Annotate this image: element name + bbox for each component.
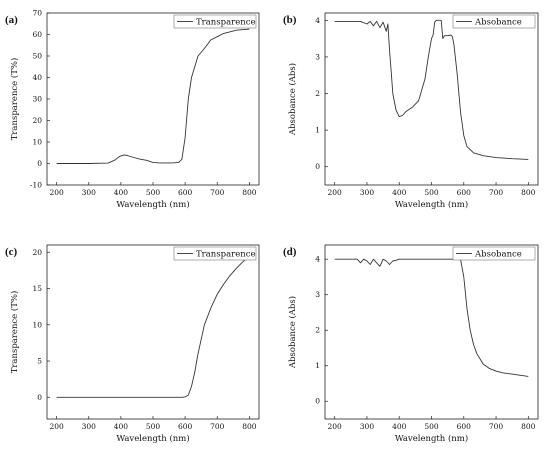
x-tick-label: 700 [210, 188, 225, 197]
x-tick-label: 200 [328, 422, 343, 431]
y-tick-label: 0 [37, 159, 42, 168]
legend-label: Absobance [474, 18, 522, 28]
legend: Transparence [173, 14, 257, 29]
chart-panel-a: (a) 200 300 400 500 600 700 800 -10 0 10 20 30 40 50 60… [5, 9, 260, 210]
panel-label: (c) [5, 246, 18, 258]
y-tick-label: 4 [315, 16, 320, 25]
y-tick-label: 1 [315, 361, 320, 370]
x-tick-label: 400 [392, 422, 407, 431]
legend: Absobance [452, 246, 536, 261]
y-axis-title: Absobance (Abs) [287, 296, 298, 369]
x-tick-label: 700 [210, 422, 225, 431]
x-tick-label: 800 [521, 188, 536, 197]
legend-box [173, 14, 257, 29]
panel-label: (d) [283, 246, 297, 258]
x-tick-label: 600 [178, 188, 193, 197]
legend: Absobance [452, 14, 536, 29]
plot-frame [324, 244, 539, 420]
y-tick-label: 15 [32, 284, 42, 293]
y-axis-title: Transparence (T%) [9, 291, 20, 374]
x-tick-label: 500 [146, 422, 161, 431]
chart-panel-d: (d) 200 300 400 500 600 700 800 0 1 2 3 4 Wavelength … [283, 244, 539, 444]
x-tick-label: 600 [178, 422, 193, 431]
y-tick-label: -10 [30, 181, 42, 190]
chart-panel-c: (c) 200 300 400 500 600 700 800 0 5 10 15 20 Waveleng… [5, 244, 260, 444]
x-tick-label: 500 [424, 422, 439, 431]
y-tick-label: 0 [315, 397, 320, 406]
y-axis-title: Transparence (T%) [9, 58, 20, 141]
series-line-0 [56, 28, 250, 164]
legend-label: Transparence [196, 18, 256, 28]
y-tick-label: 5 [37, 357, 42, 366]
y-tick-label: 2 [315, 89, 320, 98]
y-tick-label: 4 [315, 255, 320, 264]
y-tick-label: 10 [32, 138, 42, 147]
panel-label: (b) [283, 14, 297, 26]
x-tick-label: 700 [489, 188, 504, 197]
y-tick-label: 10 [32, 320, 42, 329]
x-axis-title: Wavelength (nm) [116, 199, 189, 210]
y-tick-label: 0 [37, 393, 42, 402]
y-tick-label: 20 [32, 248, 42, 257]
plot-frame [46, 244, 260, 420]
x-tick-label: 600 [457, 188, 472, 197]
y-tick-label: 2 [315, 326, 320, 335]
y-tick-label: 60 [32, 30, 42, 39]
x-tick-label: 600 [457, 422, 472, 431]
legend-label: Transparence [196, 250, 256, 260]
y-axis-title: Absobance (Abs) [287, 63, 298, 136]
x-tick-label: 800 [242, 188, 257, 197]
x-axis-title: Wavelength (nm) [395, 433, 468, 444]
legend-box [452, 246, 536, 261]
x-tick-label: 700 [489, 422, 504, 431]
x-axis-title: Wavelength (nm) [395, 199, 468, 210]
y-tick-label: 0 [315, 162, 320, 171]
y-tick-label: 1 [315, 126, 320, 135]
x-tick-label: 400 [114, 188, 129, 197]
y-tick-label: 30 [32, 95, 42, 104]
x-tick-label: 200 [49, 188, 64, 197]
series-line-0 [334, 258, 529, 377]
plot-frame [46, 12, 260, 186]
legend-box [173, 246, 257, 261]
x-tick-label: 500 [424, 188, 439, 197]
panel-label: (a) [5, 14, 18, 26]
y-tick-label: 20 [32, 116, 42, 125]
x-tick-label: 300 [82, 422, 97, 431]
x-tick-label: 200 [328, 188, 343, 197]
x-tick-label: 400 [392, 188, 407, 197]
y-tick-label: 50 [32, 52, 42, 61]
legend-box [452, 14, 536, 29]
x-tick-label: 800 [242, 422, 257, 431]
legend: Transparence [173, 246, 257, 261]
y-tick-label: 3 [315, 52, 320, 61]
y-tick-label: 40 [32, 73, 42, 82]
x-tick-label: 300 [360, 188, 375, 197]
series-line-0 [56, 256, 250, 398]
y-tick-label: 3 [315, 290, 320, 299]
y-tick-label: 70 [32, 9, 42, 18]
x-tick-label: 800 [521, 422, 536, 431]
x-tick-label: 400 [114, 422, 129, 431]
x-tick-label: 300 [360, 422, 375, 431]
x-axis-title: Wavelength (nm) [116, 433, 189, 444]
x-tick-label: 300 [82, 188, 97, 197]
series-line-0 [334, 19, 529, 160]
chart-panel-b: (b) 200 300 400 500 600 700 800 0 1 2 3 4 Wavelength … [283, 12, 539, 210]
legend-label: Absobance [474, 250, 522, 260]
x-tick-label: 500 [146, 188, 161, 197]
x-tick-label: 200 [49, 422, 64, 431]
